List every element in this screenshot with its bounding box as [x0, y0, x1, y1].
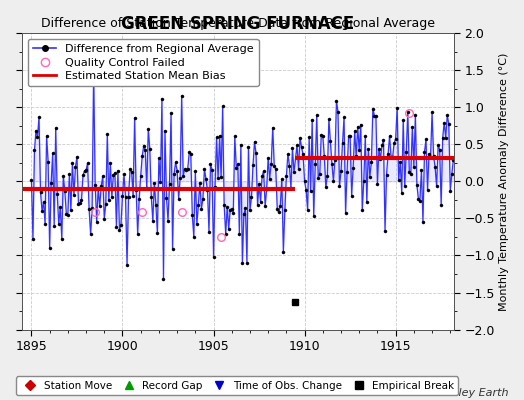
Text: Difference of Station Temperature Data from Regional Average: Difference of Station Temperature Data f… [41, 17, 435, 30]
Text: Berkeley Earth: Berkeley Earth [426, 388, 508, 398]
Legend: Station Move, Record Gap, Time of Obs. Change, Empirical Break: Station Move, Record Gap, Time of Obs. C… [16, 376, 458, 395]
Title: GREEN SPRING FURNACE: GREEN SPRING FURNACE [122, 15, 355, 33]
Y-axis label: Monthly Temperature Anomaly Difference (°C): Monthly Temperature Anomaly Difference (… [499, 52, 509, 310]
Legend: Difference from Regional Average, Quality Control Failed, Estimated Station Mean: Difference from Regional Average, Qualit… [28, 39, 259, 86]
